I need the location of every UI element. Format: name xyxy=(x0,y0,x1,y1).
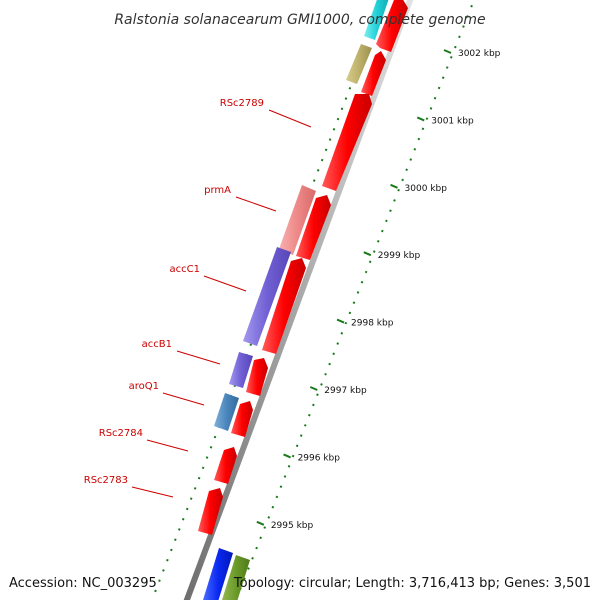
gene-arrow-7 xyxy=(231,401,253,437)
gene-label: prmA xyxy=(204,185,231,196)
gene-feature-khaki xyxy=(346,44,372,84)
gene-label: RSc2783 xyxy=(84,475,128,486)
scale-tick xyxy=(416,116,425,122)
scale-tick-labels: 3002 kbp 3001 kbp 3000 kbp 2999 kbp 2998 kbp… xyxy=(271,49,501,531)
scale-tick xyxy=(363,251,372,257)
scale-tick xyxy=(336,318,345,324)
gene-label: accB1 xyxy=(142,339,172,350)
accession-label: Accession: NC_003295 xyxy=(9,576,157,591)
gene-arrow-9 xyxy=(198,488,223,535)
gene-feature-accC1 xyxy=(243,247,291,346)
gene-arrow-1 xyxy=(376,0,408,52)
gene-feature-olive xyxy=(222,555,250,600)
gene-labels: RSc2789 prmA accC1 accB1 aroQ1 RSc2784 RSc2783 xyxy=(84,98,264,486)
scale-tick xyxy=(443,49,452,54)
topology-summary: Topology: circular; Length: 3,716,413 bp… xyxy=(233,576,591,591)
gene-feature-cyan xyxy=(364,0,389,40)
gene-label: RSc2784 xyxy=(99,428,143,439)
scale-tick-label: 3002 kbp xyxy=(458,49,501,59)
gene-label: accC1 xyxy=(170,264,200,275)
inner-dotted-rail xyxy=(151,0,386,600)
scale-tick xyxy=(309,386,318,391)
map-title: Ralstonia solanacearum GMI1000, complete… xyxy=(114,12,485,28)
gene-label-leader xyxy=(235,196,277,212)
gene-feature-prmA xyxy=(279,185,316,255)
scale-tick-label: 2997 kbp xyxy=(324,386,367,396)
gene-label-leader xyxy=(131,486,174,498)
gene-feature-aroQ1 xyxy=(214,393,239,431)
scale-tick-label: 3001 kbp xyxy=(431,116,474,126)
scale-ticks xyxy=(256,49,452,526)
scale-tick xyxy=(256,520,265,526)
gene-label-leaders xyxy=(131,109,312,498)
scale-tick xyxy=(390,183,398,189)
forward-strand-genes xyxy=(198,0,408,600)
gene-arrow-3 xyxy=(322,94,372,191)
gene-arrow-5 xyxy=(262,258,306,354)
gene-label-leader xyxy=(162,392,205,406)
reverse-strand-genes xyxy=(203,0,389,600)
gene-label-leader xyxy=(203,275,247,292)
genome-backbone xyxy=(183,0,414,600)
gene-label-leader xyxy=(176,350,221,365)
scale-tick-label: 2999 kbp xyxy=(378,251,421,261)
gene-label-leader xyxy=(146,439,189,452)
scale-tick-label: 2998 kbp xyxy=(351,319,394,329)
gene-feature-accB1 xyxy=(229,352,253,388)
gene-label: RSc2789 xyxy=(220,98,264,109)
gene-arrow-2 xyxy=(361,51,386,96)
scale-tick-label: 2996 kbp xyxy=(298,453,341,463)
scale-tick-label: 3000 kbp xyxy=(405,184,448,194)
gene-arrow-6 xyxy=(246,358,268,396)
gene-label-leader xyxy=(268,109,312,128)
scale-tick xyxy=(283,453,291,459)
gene-label: aroQ1 xyxy=(129,381,159,392)
gene-arrow-4 xyxy=(296,195,331,260)
gene-feature-blue xyxy=(203,548,233,600)
gene-arrow-8 xyxy=(214,447,237,484)
scale-tick-label: 2995 kbp xyxy=(271,521,314,531)
